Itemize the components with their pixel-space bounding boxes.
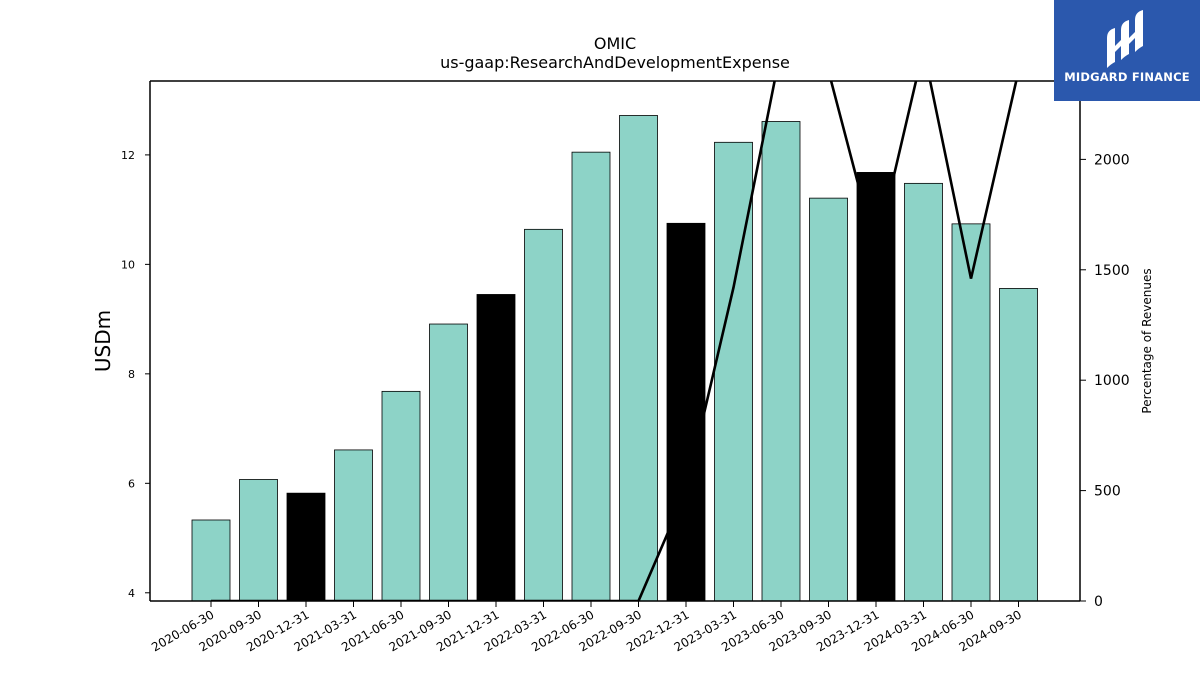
bar-2022-06-30 <box>571 151 611 602</box>
y-tick-label-12: 12 <box>121 149 135 162</box>
y2-tick-label-1500: 1500 <box>1094 263 1130 279</box>
bar-2020-12-31 <box>286 492 326 602</box>
bar-2024-03-31 <box>904 182 943 602</box>
y-tick-label-8: 8 <box>128 368 135 381</box>
y-tick-label-6: 6 <box>128 477 135 490</box>
bar-2022-09-30 <box>619 115 658 602</box>
line-percentage-of-revenues <box>211 81 1018 601</box>
y-tick-label-10: 10 <box>121 258 135 271</box>
logo-text: MIDGARD FINANCE <box>1064 70 1190 84</box>
y-tick-label-4: 4 <box>128 587 135 600</box>
bar-2021-06-30 <box>381 390 421 602</box>
bar-2023-03-31 <box>714 141 753 602</box>
bar-2020-06-30 <box>191 519 231 602</box>
bar-2022-03-31 <box>524 228 563 602</box>
bars-group <box>191 115 1038 602</box>
chart-subtitle: us-gaap:ResearchAndDevelopmentExpense <box>440 53 790 72</box>
bar-2024-06-30 <box>951 223 991 602</box>
bar-2021-12-31 <box>476 294 516 602</box>
bar-2023-09-30 <box>809 197 848 602</box>
y2-axis-label: Percentage of Revenues <box>1140 268 1154 413</box>
bar-2021-09-30 <box>429 323 468 602</box>
line-group <box>211 81 1018 601</box>
y2-tick-label-2000: 2000 <box>1094 152 1130 168</box>
chart-title: OMIC <box>594 34 636 53</box>
y2-tick-label-500: 500 <box>1094 484 1121 500</box>
midgard-finance-logo: MIDGARD FINANCE <box>1054 0 1200 101</box>
bar-2021-03-31 <box>334 449 373 602</box>
bar-2020-09-30 <box>239 479 278 602</box>
y-axis-label: USDm <box>91 310 115 372</box>
bar-2023-12-31 <box>856 172 896 602</box>
bar-2022-12-31 <box>666 222 706 602</box>
logo-mark-icon <box>1107 10 1143 68</box>
y2-tick-label-1000: 1000 <box>1094 373 1130 389</box>
y2-tick-label-0: 0 <box>1094 594 1103 610</box>
bar-2023-06-30 <box>761 121 801 602</box>
bar-2024-09-30 <box>999 288 1038 602</box>
